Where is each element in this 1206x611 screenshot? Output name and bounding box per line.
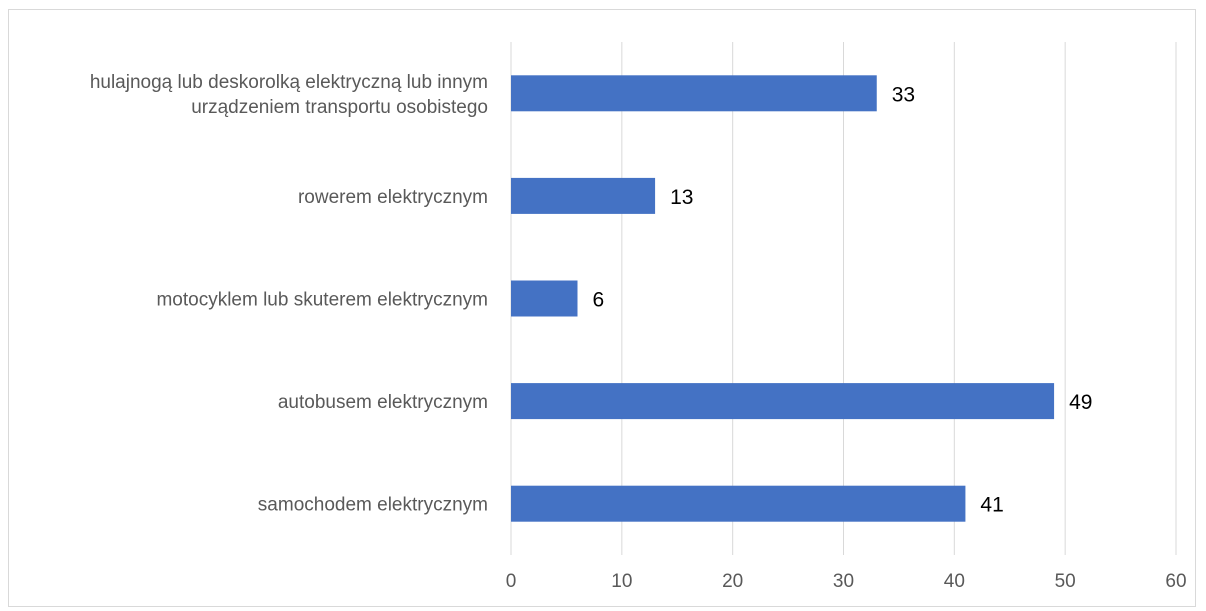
data-label-2: 6: [593, 289, 605, 312]
data-label-0: 33: [892, 83, 915, 106]
bar-4: [511, 485, 966, 522]
data-label-1: 13: [670, 186, 693, 209]
bar-2: [511, 280, 578, 317]
x-tick-label-50: 50: [1055, 571, 1076, 592]
category-label-0-line-0: hulajnogą lub deskorolką elektryczną lub…: [90, 72, 488, 93]
category-label-3: autobusem elektrycznym: [278, 392, 488, 413]
x-tick-label-0: 0: [506, 571, 517, 592]
x-tick-label-10: 10: [611, 571, 632, 592]
category-label-1: rowerem elektrycznym: [298, 187, 488, 208]
bar-0: [511, 75, 877, 112]
x-tick-label-60: 60: [1165, 571, 1186, 592]
category-label-4: samochodem elektrycznym: [258, 495, 488, 516]
category-label-2: motocyklem lub skuterem elektrycznym: [156, 290, 488, 311]
x-tick-label-40: 40: [944, 571, 965, 592]
data-label-3: 49: [1069, 391, 1092, 414]
bar-3: [511, 383, 1055, 420]
category-label-0-line-1: urządzeniem transportu osobistego: [191, 97, 488, 118]
x-tick-label-20: 20: [722, 571, 743, 592]
bar-1: [511, 177, 656, 214]
data-label-4: 41: [980, 494, 1003, 517]
x-tick-label-30: 30: [833, 571, 854, 592]
